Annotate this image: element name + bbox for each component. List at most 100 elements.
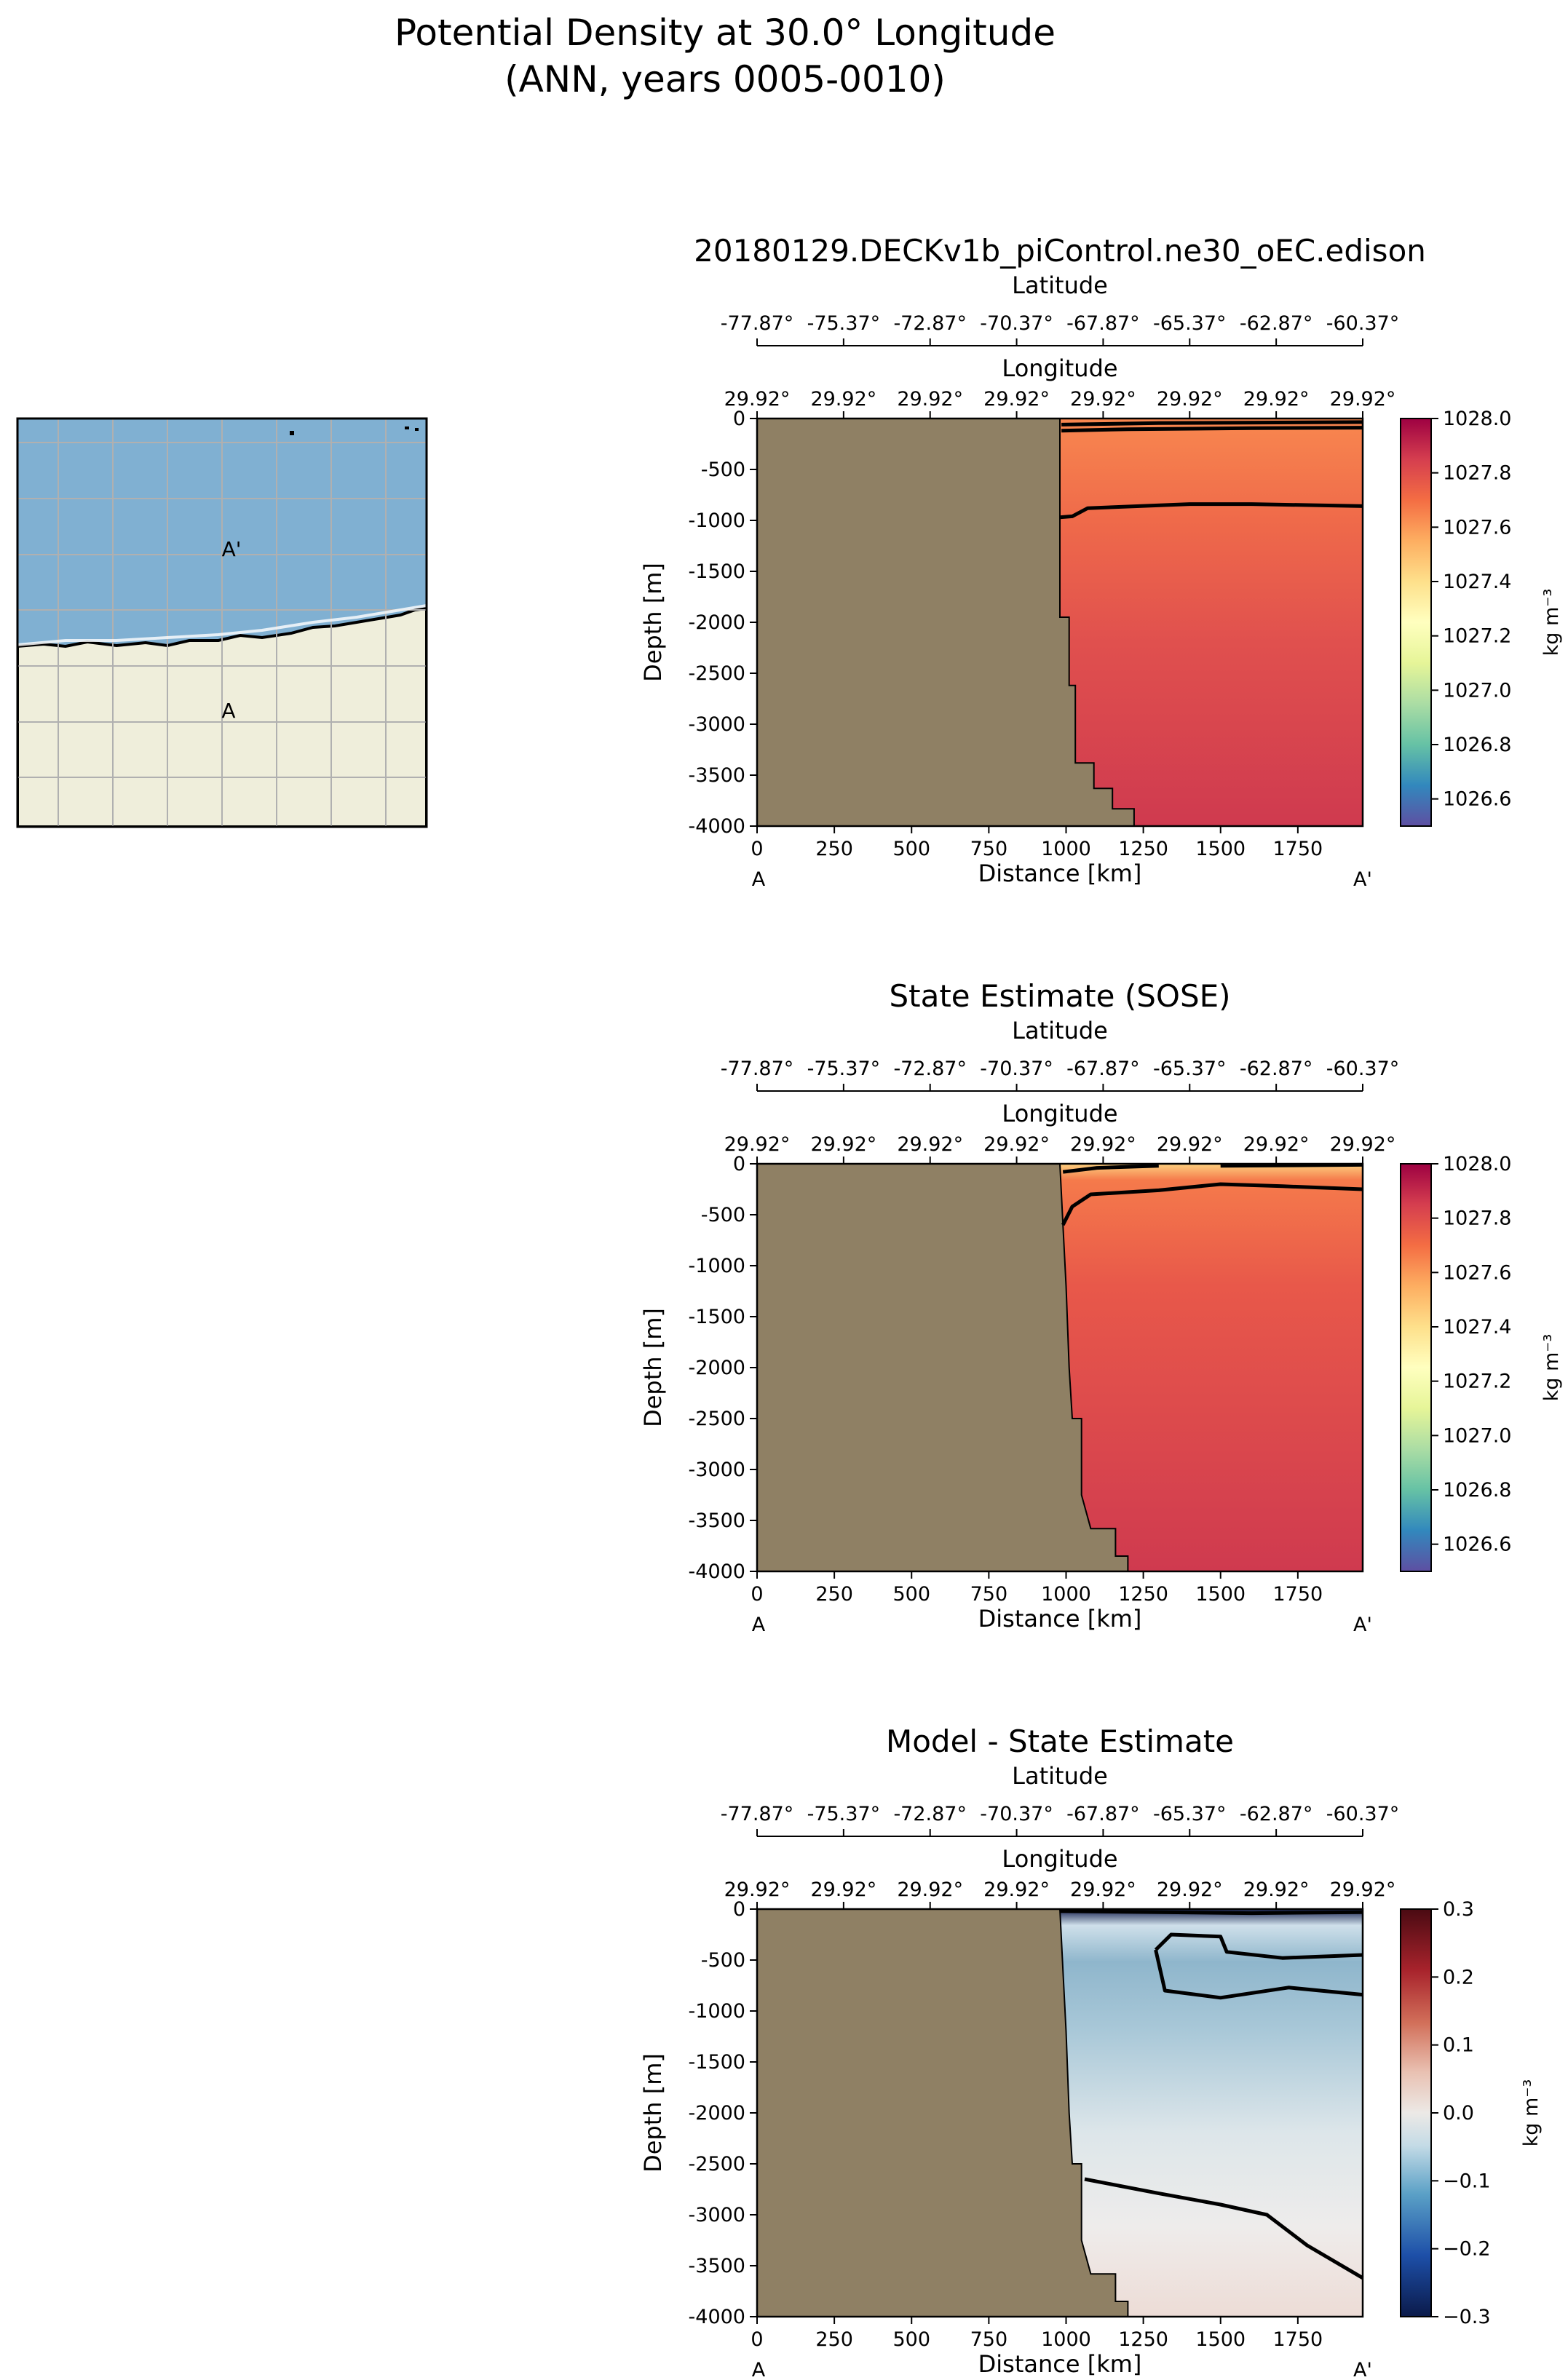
y-tick-label: -2500 (689, 662, 745, 685)
x-tick-label: 250 (815, 2328, 853, 2351)
y-axis-label: Depth [m] (639, 1308, 667, 1427)
contour-line (1084, 2177, 1364, 2280)
x-tick-label: 750 (970, 1583, 1008, 1606)
longitude-axis-label: Longitude (1002, 354, 1117, 382)
colorbar-tick-label: 1027.0 (1443, 679, 1511, 702)
longitude-tick-label: 29.92° (1070, 1879, 1136, 1901)
longitude-tick-label: 29.92° (1157, 388, 1223, 410)
colorbar-tick-label: −0.2 (1443, 2238, 1491, 2261)
panel-title: 20180129.DECKv1b_piControl.ne30_oEC.edis… (694, 233, 1426, 269)
colorbar-tick-label: 1027.8 (1443, 462, 1511, 485)
contour-line (1059, 1909, 1363, 1916)
map-island (415, 428, 419, 431)
latitude-tick-label: -75.37° (807, 1803, 881, 1825)
y-tick-label: -4000 (689, 2306, 745, 2328)
longitude-tick-label: 29.92° (1330, 1879, 1396, 1901)
longitude-tick-label: 29.92° (1070, 388, 1136, 410)
longitude-tick-label: 29.92° (1070, 1133, 1136, 1156)
x-tick-label: 1000 (1041, 2328, 1091, 2351)
section-panels: 20180129.DECKv1b_piControl.ne30_oEC.edis… (639, 233, 1563, 2380)
x-tick-label: 1250 (1118, 838, 1168, 860)
x-tick-label: 1000 (1041, 1583, 1091, 1606)
longitude-tick-label: 29.92° (724, 1133, 791, 1156)
y-tick-label: 0 (733, 1898, 745, 1921)
latitude-tick-label: -67.87° (1066, 1803, 1140, 1825)
colorbar (1400, 1908, 1432, 2317)
x-tick-label: 250 (815, 838, 853, 860)
bathymetry-land (756, 418, 1135, 827)
colorbar-tick-label: 0.3 (1443, 1898, 1474, 1921)
y-tick-label: -1000 (689, 2000, 745, 2023)
colorbar-tick-label: 1027.6 (1443, 1261, 1511, 1284)
latitude-tick-label: -67.87° (1066, 1058, 1140, 1080)
y-tick-label: -2500 (689, 2153, 745, 2175)
colorbar-tick-label: 1027.8 (1443, 1207, 1511, 1230)
latitude-tick-label: -70.37° (980, 1058, 1053, 1080)
map-coast-ice (17, 604, 427, 646)
y-tick-label: -2000 (689, 2102, 745, 2125)
colorbar-tick-label: −0.1 (1443, 2170, 1491, 2192)
colorbar-tick-label: 1027.4 (1443, 1316, 1511, 1338)
section-start-label: A (752, 2359, 766, 2380)
x-tick-label: 1750 (1272, 1583, 1323, 1606)
longitude-tick-label: 29.92° (1330, 1133, 1396, 1156)
colorbar-tick-label: 1028.0 (1443, 408, 1511, 430)
inset-map: A' A (16, 417, 428, 828)
longitude-tick-label: 29.92° (897, 1879, 963, 1901)
latitude-tick-label: -72.87° (893, 1058, 967, 1080)
longitude-tick-label: 29.92° (1157, 1133, 1223, 1156)
x-tick-label: 1000 (1041, 838, 1091, 860)
longitude-tick-label: 29.92° (983, 1133, 1050, 1156)
longitude-axis-label: Longitude (1002, 1845, 1117, 1873)
longitude-axis-label: Longitude (1002, 1100, 1117, 1127)
bathymetry-land (756, 1163, 1129, 1572)
longitude-tick-label: 29.92° (724, 388, 791, 410)
bathymetry-land (756, 1908, 1129, 2317)
latitude-axis-label: Latitude (1012, 1762, 1108, 1790)
colorbar-tick-label: −0.3 (1443, 2306, 1491, 2328)
y-tick-label: -500 (701, 1204, 745, 1226)
colorbar-tick-label: 1027.2 (1443, 1371, 1511, 1393)
colorbar-tick-label: 0.2 (1443, 1966, 1474, 1988)
y-tick-label: -3500 (689, 764, 745, 787)
x-tick-label: 750 (970, 2328, 1008, 2351)
colorbar-tick-label: 1027.4 (1443, 571, 1511, 593)
latitude-axis-label: Latitude (1012, 1017, 1108, 1044)
colorbar-tick-label: 1026.8 (1443, 734, 1511, 756)
latitude-tick-label: -65.37° (1153, 1058, 1227, 1080)
longitude-tick-label: 29.92° (983, 388, 1050, 410)
colorbar-label: kg m⁻³ (1520, 2079, 1543, 2147)
section-panel-model: 20180129.DECKv1b_piControl.ne30_oEC.edis… (639, 233, 1563, 891)
colorbar-label: kg m⁻³ (1540, 589, 1563, 657)
contour-line (1061, 1182, 1363, 1226)
x-tick-label: 1250 (1118, 2328, 1168, 2351)
longitude-tick-label: 29.92° (897, 388, 963, 410)
x-tick-label: 1500 (1195, 2328, 1246, 2351)
longitude-tick-label: 29.92° (1243, 1133, 1310, 1156)
y-tick-label: -1500 (689, 2051, 745, 2074)
y-tick-label: -3000 (689, 2204, 745, 2226)
latitude-tick-label: -62.87° (1240, 1058, 1313, 1080)
longitude-tick-label: 29.92° (1243, 1879, 1310, 1901)
latitude-tick-label: -75.37° (807, 312, 881, 335)
y-tick-label: -1500 (689, 560, 745, 583)
colorbar-tick-label: 1027.2 (1443, 625, 1511, 648)
y-tick-label: -1000 (689, 1255, 745, 1277)
contour-line (1061, 426, 1363, 433)
y-tick-label: 0 (733, 408, 745, 430)
map-island (405, 427, 409, 429)
longitude-tick-label: 29.92° (810, 388, 876, 410)
y-tick-label: -1500 (689, 1306, 745, 1328)
longitude-tick-label: 29.92° (1157, 1879, 1223, 1901)
latitude-tick-label: -60.37° (1326, 312, 1400, 335)
latitude-tick-label: -70.37° (980, 312, 1053, 335)
figure-subtitle: (ANN, years 0005-0010) (504, 58, 946, 100)
latitude-tick-label: -65.37° (1153, 1803, 1227, 1825)
section-start-label: A (752, 868, 766, 891)
latitude-tick-label: -62.87° (1240, 312, 1313, 335)
latitude-tick-label: -62.87° (1240, 1803, 1313, 1825)
y-tick-label: -500 (701, 1949, 745, 1972)
y-tick-label: -2000 (689, 611, 745, 634)
latitude-tick-label: -77.87° (721, 1803, 794, 1825)
colorbar-tick-label: 1027.6 (1443, 516, 1511, 539)
